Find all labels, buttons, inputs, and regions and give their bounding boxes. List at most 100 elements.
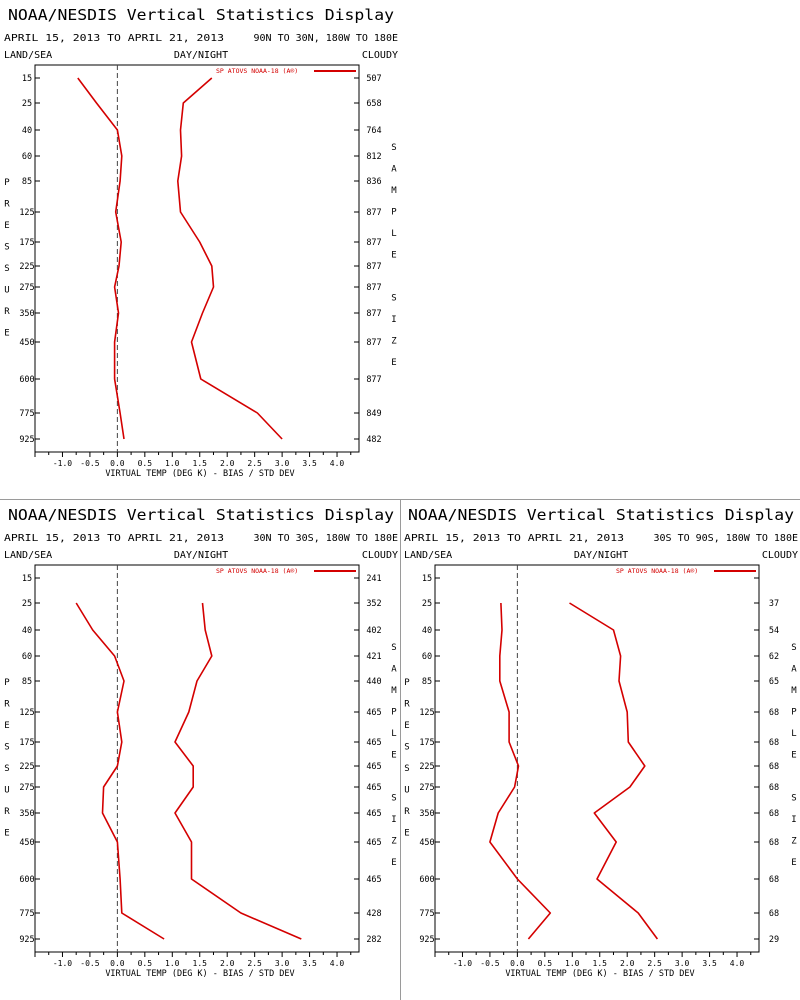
plot-frame	[34, 564, 360, 953]
pressure-level-label: 85	[22, 677, 32, 687]
plot-frame	[34, 64, 360, 453]
sample-size-label: 764	[366, 126, 381, 136]
pressure-level-label: 925	[419, 935, 434, 945]
sample-size-label: 65	[769, 677, 779, 687]
sample-size-label: 352	[366, 599, 381, 609]
x-axis-label: VIRTUAL TEMP (DEG K) - BIAS / STD DEV	[505, 969, 694, 979]
sample-size-label: 241	[366, 574, 381, 584]
x-tick-label: 3.5	[302, 959, 317, 968]
region-label: 30S TO 90S, 180W TO 180E	[654, 533, 799, 544]
day-night-header: DAY/NIGHT	[574, 550, 628, 561]
land-sea-header: LAND/SEA	[404, 550, 452, 561]
panel-divider-horizontal	[0, 499, 800, 500]
legend-label: SP ATOVS NOAA-18 (A®)	[616, 567, 698, 575]
pressure-level-label: 60	[22, 652, 32, 662]
sample-size-label: 812	[366, 152, 381, 162]
x-tick-label: 2.5	[247, 459, 262, 468]
x-axis-label: VIRTUAL TEMP (DEG K) - BIAS / STD DEV	[105, 469, 294, 479]
sample-size-label: 68	[769, 809, 779, 819]
sample-size-label: 465	[366, 762, 381, 772]
chart-title: NOAA/NESDIS Vertical Statistics Display	[8, 6, 394, 24]
x-tick-label: -0.5	[480, 959, 499, 968]
series-line-std_dev	[569, 602, 659, 940]
sample-size-label: 68	[769, 783, 779, 793]
pressure-level-label: 125	[19, 208, 34, 218]
pressure-level-label: 925	[19, 435, 34, 445]
cloudy-header: CLOUDY	[762, 550, 798, 561]
x-tick-label: 1.5	[193, 959, 208, 968]
pressure-level-label: 450	[19, 338, 34, 348]
sample-size-label: 877	[366, 283, 381, 293]
sample-size-label: 68	[769, 762, 779, 772]
legend-label: SP ATOVS NOAA-18 (A®)	[216, 567, 298, 575]
pressure-level-label: 350	[19, 309, 34, 319]
sample-size-label: 68	[769, 875, 779, 885]
pressure-level-label: 775	[419, 909, 434, 919]
panel-3: NOAA/NESDIS Vertical Statistics Display A…	[400, 500, 800, 1000]
sample-size-label: 282	[366, 935, 381, 945]
x-tick-label: 0.0	[110, 459, 125, 468]
pressure-level-label: 350	[19, 809, 34, 819]
series-line-bias	[75, 602, 165, 940]
x-tick-label: 2.5	[647, 959, 662, 968]
pressure-level-label: 600	[419, 875, 434, 885]
pressure-level-label: 600	[19, 375, 34, 385]
legend-label: SP ATOVS NOAA-18 (A®)	[216, 67, 298, 75]
x-tick-label: 2.5	[247, 959, 262, 968]
x-tick-label: 0.5	[138, 459, 153, 468]
sample-size-label: 421	[366, 652, 381, 662]
x-tick-label: 1.0	[565, 959, 580, 968]
sample-size-label: 465	[366, 809, 381, 819]
sample-size-label: 465	[366, 708, 381, 718]
pressure-level-label: 175	[19, 738, 34, 748]
sample-size-label: 877	[366, 238, 381, 248]
panel-2: NOAA/NESDIS Vertical Statistics Display A…	[0, 500, 400, 1000]
pressure-level-label: 775	[19, 409, 34, 419]
pressure-level-label: 925	[19, 935, 34, 945]
day-night-header: DAY/NIGHT	[174, 550, 228, 561]
x-axis-label: VIRTUAL TEMP (DEG K) - BIAS / STD DEV	[105, 969, 294, 979]
series-line-bias	[77, 77, 125, 440]
sample-size-label: 62	[769, 652, 779, 662]
chart-panel-3: NOAA/NESDIS Vertical Statistics Display A…	[404, 506, 799, 979]
region-label: 30N TO 30S, 180W TO 180E	[254, 533, 399, 544]
pressure-level-label: 350	[419, 809, 434, 819]
pressure-level-label: 40	[422, 626, 432, 636]
pressure-level-label: 15	[422, 574, 432, 584]
x-tick-label: -0.5	[80, 959, 99, 968]
cloudy-header: CLOUDY	[362, 50, 398, 61]
x-tick-label: 3.5	[702, 959, 717, 968]
pressure-level-label: 775	[19, 909, 34, 919]
pressure-level-label: 15	[22, 574, 32, 584]
pressure-level-label: 275	[419, 783, 434, 793]
pressure-level-label: 40	[22, 626, 32, 636]
date-range: APRIL 15, 2013 TO APRIL 21, 2013	[4, 33, 224, 44]
x-tick-label: 1.0	[165, 959, 180, 968]
pressure-level-label: 175	[419, 738, 434, 748]
land-sea-header: LAND/SEA	[4, 550, 52, 561]
pressure-level-label: 25	[422, 599, 432, 609]
sample-size-label: 29	[769, 935, 779, 945]
x-tick-label: -1.0	[53, 459, 72, 468]
x-tick-label: 4.0	[330, 459, 345, 468]
x-tick-label: 0.0	[510, 959, 525, 968]
date-range: APRIL 15, 2013 TO APRIL 21, 2013	[4, 533, 224, 544]
series-line-bias	[489, 602, 552, 940]
x-tick-label: -1.0	[453, 959, 472, 968]
pressure-level-label: 225	[19, 762, 34, 772]
x-tick-label: 1.0	[165, 459, 180, 468]
panel-1: NOAA/NESDIS Vertical Statistics Display A…	[0, 0, 400, 500]
sample-size-label: 68	[769, 838, 779, 848]
panel-divider-vertical	[400, 500, 401, 1000]
x-tick-label: -0.5	[80, 459, 99, 468]
chart-panel-1: NOAA/NESDIS Vertical Statistics Display A…	[4, 6, 398, 479]
x-tick-label: 2.0	[220, 459, 235, 468]
sample-size-label: 68	[769, 708, 779, 718]
sample-size-label: 428	[366, 909, 381, 919]
